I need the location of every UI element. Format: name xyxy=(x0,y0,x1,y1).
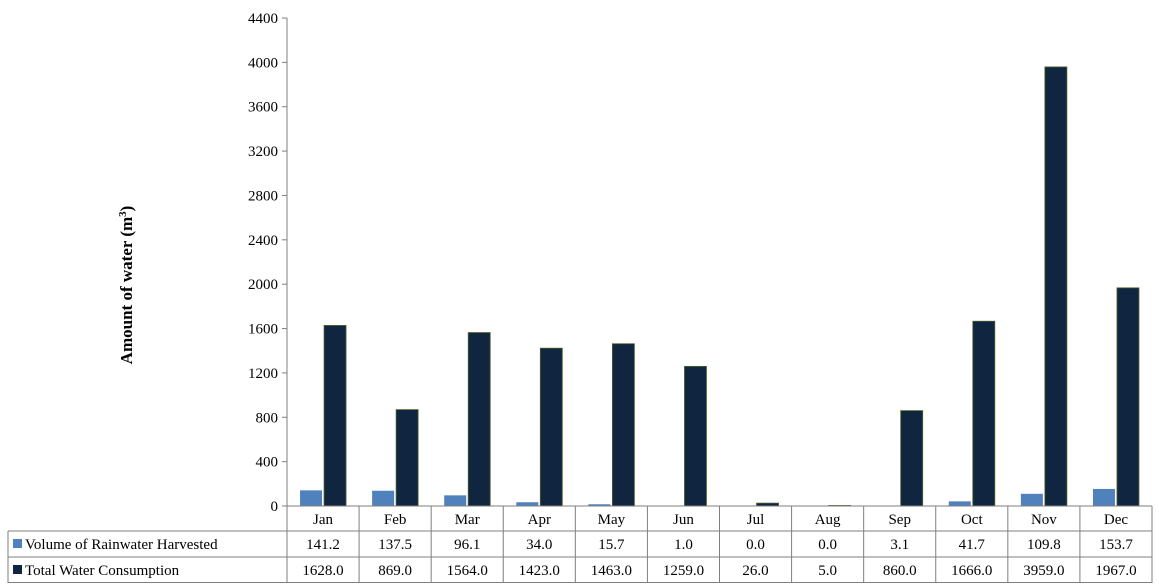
y-tick-label: 4400 xyxy=(248,11,278,27)
legend-label-consumption: Total Water Consumption xyxy=(25,563,180,579)
y-tick-label: 4000 xyxy=(248,55,278,71)
bar-rainwater-harvested xyxy=(516,502,538,506)
bar-rainwater-harvested xyxy=(1093,489,1115,506)
y-tick-label: 0 xyxy=(271,499,279,515)
y-tick-label: 800 xyxy=(256,410,279,426)
bar-total-consumption xyxy=(324,325,346,506)
data-label-consumption: 1564.0 xyxy=(447,563,488,579)
x-tick-label: Aug xyxy=(815,512,841,528)
data-label-consumption: 869.0 xyxy=(378,563,412,579)
x-tick-label: Jan xyxy=(313,512,333,528)
y-tick-label: 2800 xyxy=(248,188,278,204)
bar-rainwater-harvested xyxy=(444,495,466,506)
x-tick-label: May xyxy=(598,512,626,528)
x-tick-label: Sep xyxy=(888,512,911,528)
x-tick-label: Dec xyxy=(1104,512,1128,528)
data-label-rainwater: 15.7 xyxy=(598,537,625,553)
x-tick-label: Feb xyxy=(384,512,407,528)
data-label-rainwater: 109.8 xyxy=(1027,537,1061,553)
y-axis: 0 400 800 1200 1600 2000 2400 2800 3200 3600 4000 4… xyxy=(248,11,287,515)
bar-total-consumption xyxy=(540,348,562,506)
data-label-consumption: 3959.0 xyxy=(1023,563,1064,579)
data-label-rainwater: 141.2 xyxy=(306,537,340,553)
bar-rainwater-harvested xyxy=(372,491,394,506)
bar-total-consumption xyxy=(1117,288,1139,506)
data-label-consumption: 1463.0 xyxy=(591,563,632,579)
legend-label-rainwater: Volume of Rainwater Harvested xyxy=(25,537,218,553)
bar-rainwater-harvested xyxy=(1021,494,1043,506)
data-label-consumption: 26.0 xyxy=(742,563,768,579)
bar-rainwater-harvested xyxy=(300,490,322,506)
data-label-rainwater: 3.1 xyxy=(890,537,909,553)
y-tick-label: 400 xyxy=(256,455,279,471)
data-label-rainwater: 1.0 xyxy=(674,537,693,553)
data-label-rainwater: 153.7 xyxy=(1099,537,1133,553)
x-tick-label: Apr xyxy=(528,512,551,528)
x-tick-label: Oct xyxy=(961,512,983,528)
data-label-rainwater: 96.1 xyxy=(454,537,480,553)
y-tick-label: 1200 xyxy=(248,366,278,382)
data-label-consumption: 1259.0 xyxy=(663,563,704,579)
y-tick-label: 3600 xyxy=(248,100,278,116)
bar-total-consumption xyxy=(1045,67,1067,506)
data-label-rainwater: 0.0 xyxy=(818,537,837,553)
data-label-rainwater: 0.0 xyxy=(746,537,765,553)
bar-total-consumption xyxy=(396,410,418,506)
data-label-rainwater: 137.5 xyxy=(378,537,412,553)
bar-total-consumption xyxy=(612,344,634,506)
legend-swatch-consumption xyxy=(13,565,22,574)
data-label-consumption: 5.0 xyxy=(818,563,837,579)
y-tick-label: 2400 xyxy=(248,233,278,249)
data-label-consumption: 860.0 xyxy=(883,563,917,579)
y-tick-label: 1600 xyxy=(248,322,278,338)
data-label-consumption: 1423.0 xyxy=(519,563,560,579)
data-label-rainwater: 34.0 xyxy=(526,537,552,553)
bar-total-consumption xyxy=(468,333,490,506)
y-tick-label: 3200 xyxy=(248,144,278,160)
data-label-rainwater: 41.7 xyxy=(959,537,986,553)
data-label-consumption: 1628.0 xyxy=(302,563,343,579)
bar-total-consumption xyxy=(901,411,923,506)
y-axis-title: Amount of water (m3) xyxy=(117,206,136,365)
y-tick-label: 2000 xyxy=(248,277,278,293)
x-tick-label: Jun xyxy=(673,512,694,528)
x-tick-label: Mar xyxy=(455,512,480,528)
bars xyxy=(300,67,1139,506)
x-tick-label: Nov xyxy=(1031,512,1057,528)
data-table: Jan Feb Mar Apr May Jun Jul Aug Sep Oct Nov Dec Volu… xyxy=(8,506,1152,583)
data-label-consumption: 1666.0 xyxy=(951,563,992,579)
bar-rainwater-harvested xyxy=(949,501,971,506)
bar-total-consumption xyxy=(973,321,995,506)
data-label-consumption: 1967.0 xyxy=(1095,563,1136,579)
x-tick-label: Jul xyxy=(747,512,765,528)
legend-swatch-rainwater xyxy=(13,539,22,548)
bar-total-consumption xyxy=(684,366,706,506)
